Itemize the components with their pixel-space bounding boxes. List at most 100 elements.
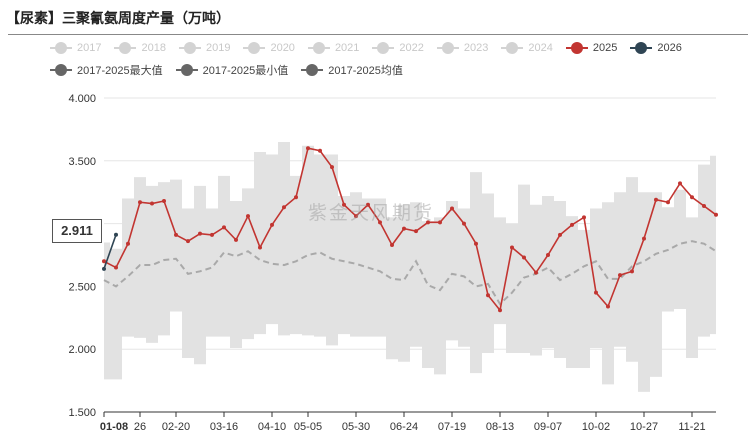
series-2025-point [618, 273, 622, 278]
legend-marker-icon [436, 41, 459, 55]
legend-item-2021[interactable]: 2021 [307, 41, 360, 55]
legend-marker-icon [372, 41, 395, 55]
x-tick-label: 03-16 [210, 421, 238, 433]
series-2025-point [114, 265, 118, 270]
legend-aggregates: 2017-2025最大值 2017-2025最小值 2017-2025均值 [50, 62, 416, 78]
legend-marker-icon [301, 63, 324, 77]
series-2025-point [222, 225, 226, 230]
legend-marker-icon [630, 41, 653, 55]
legend-item-2019[interactable]: 2019 [178, 41, 231, 55]
legend-label: 2020 [270, 42, 295, 54]
series-2025-point [234, 237, 238, 242]
legend-label: 2026 [657, 42, 682, 54]
legend-item-2024[interactable]: 2024 [501, 41, 553, 55]
series-2025-point [294, 195, 298, 200]
series-2025-point [534, 270, 538, 275]
series-2025-point [630, 269, 634, 274]
series-average-line [103, 240, 717, 306]
legend-label: 2017 [77, 42, 102, 54]
series-2025-point [642, 236, 646, 241]
legend-item-2017[interactable]: 2017 [50, 41, 101, 55]
series-2025-point [330, 165, 334, 170]
series-2025-point [582, 215, 586, 220]
y-tick-label: 1.500 [68, 407, 96, 419]
legend-marker-icon [501, 41, 524, 55]
series-2025-point [210, 232, 214, 237]
y-tick-label: 2.000 [68, 344, 96, 356]
series-2025-point [690, 195, 694, 200]
legend-item-2025[interactable]: 2025 [565, 41, 617, 55]
x-tick-label: 07-19 [438, 421, 466, 433]
watermark: 紫金天风期货 [308, 202, 435, 224]
series-2025-point [702, 204, 706, 209]
series-2025-point [570, 222, 574, 227]
legend-label: 2022 [399, 42, 424, 54]
legend-marker-icon [114, 41, 137, 55]
legend-marker-icon [243, 41, 266, 55]
chart-title: 【尿素】三聚氰氨周度产量（万吨） [6, 11, 230, 27]
series-2025-point [714, 212, 718, 217]
series-2025-point [414, 229, 418, 234]
series-2025-point [102, 259, 106, 264]
y-tick-label: 4.000 [68, 93, 96, 105]
legend-label: 2017-2025最小值 [202, 65, 289, 77]
series-2025-point [678, 181, 682, 186]
x-tick-label: 10-27 [630, 421, 658, 433]
series-2025-point [270, 222, 274, 227]
series-2025-line [103, 147, 717, 313]
legend-label: 2024 [528, 42, 553, 54]
series-2025-point [318, 148, 322, 153]
legend-marker-icon [175, 63, 198, 77]
series-2026-line [103, 234, 117, 270]
series-2025-point [498, 308, 502, 313]
legend-item-2017-2025最大值[interactable]: 2017-2025最大值 [50, 62, 163, 78]
legend-item-2023[interactable]: 2023 [436, 41, 489, 55]
x-tick-label: 06-24 [390, 421, 418, 433]
x-tick-label: 11-21 [678, 421, 705, 433]
series-2025-point [594, 290, 598, 295]
legend-label: 2019 [205, 42, 231, 54]
legend-item-2022[interactable]: 2022 [372, 41, 424, 55]
series-2025-point [246, 214, 250, 219]
series-2025-point [258, 245, 262, 250]
series-2025-point [438, 220, 442, 225]
series-2025-point [666, 200, 670, 205]
legend-marker-icon [50, 63, 72, 77]
latest-value-callout: 2.911 [52, 219, 102, 243]
legend-marker-icon [565, 41, 588, 55]
series-2025-point [450, 206, 454, 211]
series-2025-point [150, 201, 154, 206]
series-2025-point [426, 220, 430, 225]
legend-label: 2021 [334, 42, 360, 54]
series-2025-point [486, 293, 490, 298]
legend-item-2017-2025最小值[interactable]: 2017-2025最小值 [175, 62, 289, 78]
legend-item-2026[interactable]: 2026 [630, 41, 682, 55]
series-2025-point [354, 214, 358, 219]
legend-marker-icon [50, 41, 72, 55]
y-tick-label: 2.500 [68, 281, 96, 293]
legend-label: 2023 [463, 42, 489, 54]
series-2025-point [198, 231, 202, 236]
series-2025-point [174, 232, 178, 237]
series-2025-point [510, 245, 514, 250]
legend-item-2020[interactable]: 2020 [243, 41, 295, 55]
series-2025-point [558, 232, 562, 237]
legend-item-2018[interactable]: 2018 [114, 41, 166, 55]
series-2025-point [366, 202, 370, 207]
series-2025-point [390, 242, 394, 247]
legend-label: 2018 [141, 42, 166, 54]
series-2025-point [282, 205, 286, 210]
x-tick-label: 09-07 [534, 421, 562, 433]
series-2026-point [102, 266, 106, 271]
series-2025-point [654, 197, 658, 202]
legend-item-2017-2025均值[interactable]: 2017-2025均值 [301, 62, 403, 78]
legend-marker-icon [307, 41, 330, 55]
series-2025-point [462, 221, 466, 226]
x-tick-label: 02-20 [162, 421, 190, 433]
y-tick-label: 3.500 [68, 156, 96, 168]
x-tick-label: 10-02 [582, 421, 610, 433]
legend-marker-icon [178, 41, 201, 55]
title-divider [8, 34, 748, 35]
series-2025-point [402, 226, 406, 231]
x-tick-label: 01-08 [100, 421, 128, 433]
